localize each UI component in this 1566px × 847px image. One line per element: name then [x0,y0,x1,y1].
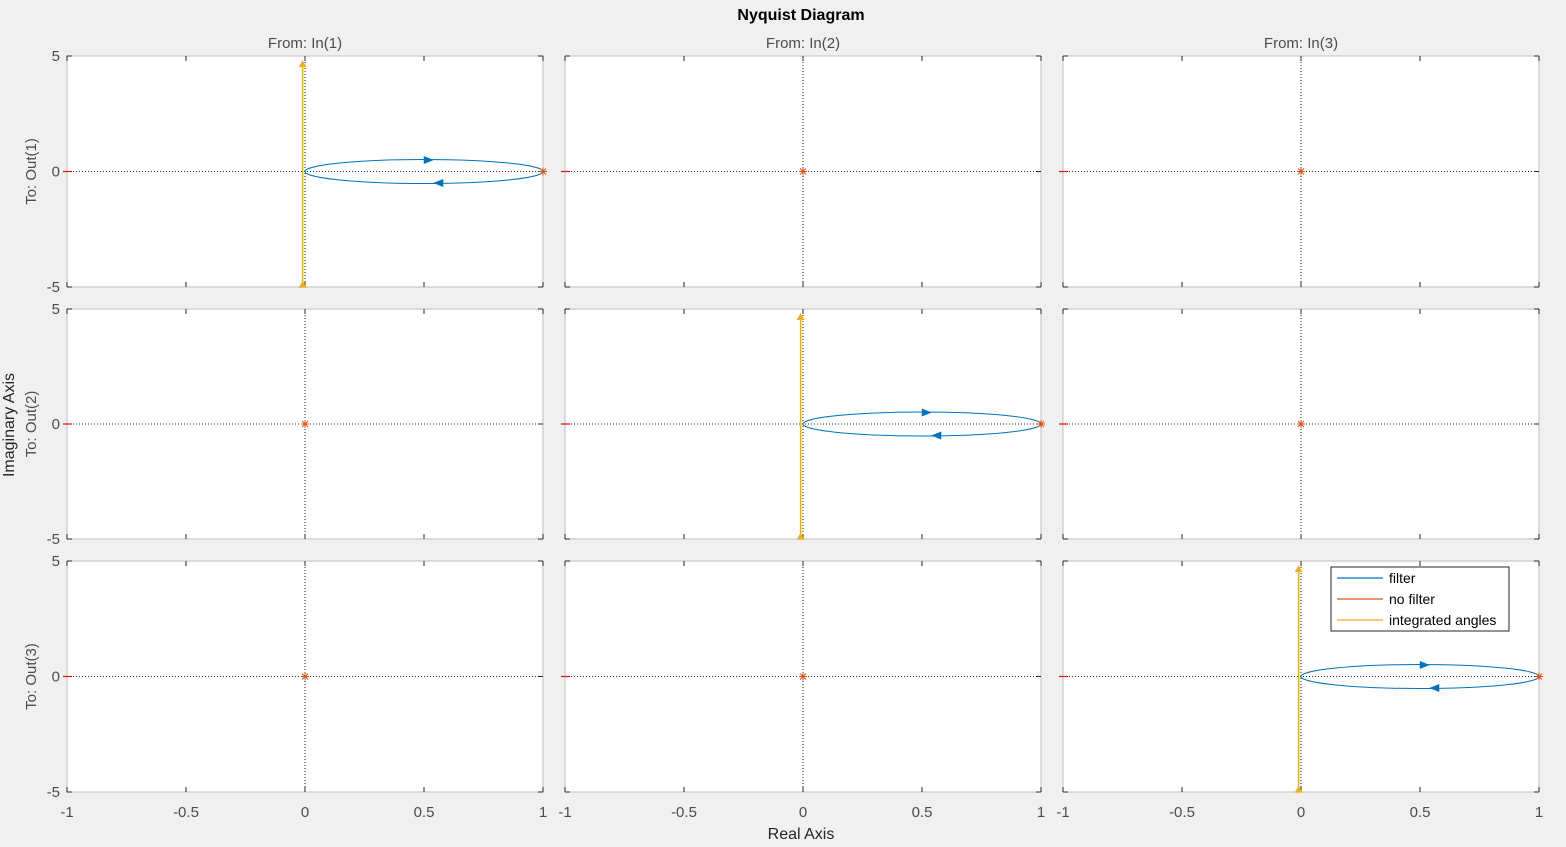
series-no-filter-point [799,672,807,681]
series-integrated-angles-arrow-bottom [1294,785,1303,793]
series-integrated-angles-arrow-top [298,60,307,68]
subplot-3-1: To: Out(3) -5 0 5 -1 -0.5 0 0.5 1 [23,553,547,821]
x-tick-label: 0.5 [1410,804,1431,821]
subplot-3-2: -1 -0.5 0 0.5 1 [558,560,1045,821]
y-tick-label: -5 [47,531,60,548]
column-title: From: In(2) [766,35,840,52]
series-filter-arrow-top [423,155,434,164]
x-tick-label: 0 [301,804,309,821]
subplot-2-2 [561,308,1045,540]
y-tick-label: 5 [52,301,60,318]
series-filter-arrow-top [921,408,932,417]
x-tick-label: 1 [539,804,547,821]
y-tick-label: 0 [52,164,60,181]
row-title: To: Out(2) [23,391,40,458]
x-tick-label: 1 [1037,804,1045,821]
y-tick-label: 0 [52,416,60,433]
subplot-2-3 [1059,308,1540,540]
series-filter-arrow-bottom [931,431,942,440]
series-integrated-angles-arrow-bottom [298,280,307,288]
y-tick-label: 5 [52,553,60,570]
series-integrated-angles-arrow-top [796,313,805,321]
row-title: To: Out(1) [23,138,40,205]
x-axis-label: Real Axis [768,826,835,843]
series-filter-arrow-top [1419,660,1430,669]
subplot-3-3: -1 -0.5 0 0.5 1 filter no filter integrated ang… [1056,560,1543,821]
y-tick-label: 5 [52,48,60,65]
x-tick-label: -0.5 [671,804,697,821]
subplot-1-2: From: In(2) [561,35,1042,288]
legend-entry: filter [1389,570,1416,586]
y-axis-label: Imaginary Axis [1,373,18,477]
series-no-filter-point [1297,420,1305,428]
legend-entry: no filter [1389,591,1435,607]
series-no-filter-point [1297,167,1305,176]
series-no-filter-point [539,167,547,176]
legend-entry: integrated angles [1389,612,1496,628]
x-tick-label: 1 [1535,804,1543,821]
x-tick-label: 0.5 [414,804,435,821]
subplot-1-1: From: In(1) To: Out(1) -5 0 5 [23,35,547,296]
legend: filter no filter integrated angles [1330,566,1510,632]
x-tick-label: -1 [558,804,571,821]
x-tick-label: 0.5 [912,804,933,821]
x-tick-label: 0 [1297,804,1305,821]
column-title: From: In(3) [1264,35,1338,52]
series-no-filter-point [799,167,807,176]
y-tick-label: 0 [52,669,60,686]
series-no-filter-point [301,420,309,428]
ticks [1062,55,1540,288]
subplot-2-1: To: Out(2) -5 0 5 [23,301,544,548]
series-integrated-angles-arrow-bottom [796,532,805,540]
y-tick-label: -5 [47,784,60,801]
x-tick-label: -0.5 [173,804,199,821]
x-tick-label: -1 [60,804,73,821]
column-title: From: In(1) [268,35,342,52]
row-title: To: Out(3) [23,643,40,710]
subplot-1-3: From: In(3) [1059,35,1540,288]
y-tick-label: -5 [47,279,60,296]
series-filter-arrow-bottom [1429,684,1440,693]
x-tick-label: -0.5 [1169,804,1195,821]
series-no-filter-point [1535,672,1543,681]
chart-title: Nyquist Diagram [737,7,864,24]
series-no-filter-point [1037,420,1045,428]
series-no-filter-point [301,672,309,681]
x-tick-label: 0 [799,804,807,821]
series-filter-arrow-bottom [433,179,444,188]
x-tick-label: -1 [1056,804,1069,821]
subplot-grid: From: In(1) To: Out(1) -5 0 5 From: In(2) From… [23,35,1543,821]
series-integrated-angles-arrow-top [1294,565,1303,573]
